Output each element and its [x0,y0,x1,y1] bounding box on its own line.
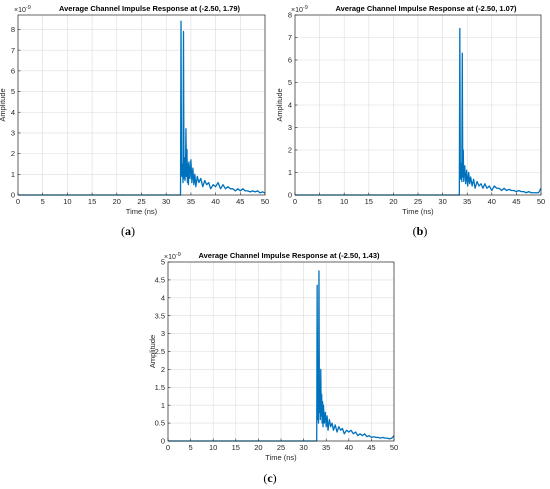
y-exponent-label: ×10-9 [291,5,308,14]
y-exponent-label: ×10-9 [164,252,181,261]
series-line [168,270,395,442]
caption-letter: b [417,224,424,238]
x-tick-label: 0 [293,197,297,206]
x-axis-label: Time (ns) [402,207,434,216]
y-tick-label: 0.5 [155,419,165,428]
y-tick-label: 4 [161,293,165,302]
x-tick-label: 15 [88,197,96,206]
x-tick-label: 50 [261,197,269,206]
x-tick-label: 35 [187,197,195,206]
x-tick-label: 10 [63,197,71,206]
caption-paren: ) [423,224,427,238]
y-axis-label: Amplitude [275,88,284,121]
x-tick-label: 45 [236,197,244,206]
x-tick-label: 15 [232,443,240,452]
x-tick-label: 50 [537,197,545,206]
x-tick-label: 5 [318,197,322,206]
x-tick-label: 30 [162,197,170,206]
x-axis-label: Time (ns) [265,453,297,462]
x-tick-label: 25 [277,443,285,452]
y-tick-label: 1.5 [155,383,165,392]
y-tick-label: 3.5 [155,311,165,320]
y-tick-label: 4.5 [155,276,165,285]
x-tick-label: 10 [340,197,348,206]
exponent-base: ×10 [164,254,176,261]
exponent-power: -9 [176,252,181,258]
caption-letter: c [267,471,273,485]
x-tick-label: 40 [488,197,496,206]
y-tick-label: 7 [288,33,292,42]
y-tick-label: 5 [161,258,165,267]
y-tick-label: 2.5 [155,347,165,356]
y-tick-label: 1 [288,168,292,177]
y-tick-label: 6 [11,66,15,75]
caption-paren: ) [131,224,135,238]
y-tick-label: 0 [11,191,15,200]
x-tick-label: 0 [16,197,20,206]
exponent-base: ×10 [14,7,26,14]
chart-panel-c: 0 5 10 15 20 25 30 35 40 45 50 0 0.5 1 1.5 2 2.5 3 3.5 4 4.5… [148,251,398,485]
x-tick-label: 20 [113,197,121,206]
y-tick-label: 2 [161,365,165,374]
chart-title: Average Channel Impulse Response at (-2.… [335,4,517,13]
x-tick-label: 50 [390,443,398,452]
y-tick-label: 8 [11,25,15,34]
x-tick-label: 20 [389,197,397,206]
y-tick-label: 1 [161,401,165,410]
y-exponent-label: ×10-9 [14,5,31,14]
exponent-power: -9 [303,5,308,11]
x-tick-label: 45 [512,197,520,206]
x-tick-label: 40 [211,197,219,206]
x-tick-label: 35 [463,197,471,206]
y-tick-label: 4 [288,101,292,110]
x-tick-label: 30 [299,443,307,452]
y-axis-label: Amplitude [148,335,157,368]
x-tick-label: 15 [365,197,373,206]
y-tick-label: 5 [288,78,292,87]
x-tick-label: 25 [414,197,422,206]
x-tick-label: 30 [438,197,446,206]
y-tick-label: 1 [11,170,15,179]
chart-title: Average Channel Impulse Response at (-2.… [198,251,380,260]
caption-letter: a [125,224,131,238]
y-tick-label: 3 [288,123,292,132]
y-tick-label: 7 [11,46,15,55]
y-axis-label: Amplitude [0,88,7,121]
caption-paren: ( [263,471,267,485]
x-tick-label: 35 [322,443,330,452]
caption-paren: ( [121,224,125,238]
y-tick-label: 5 [11,87,15,96]
x-tick-label: 10 [209,443,217,452]
y-tick-label: 6 [288,56,292,65]
caption-paren: ) [273,471,277,485]
x-tick-label: 40 [345,443,353,452]
panel-caption: (b) [413,224,428,238]
x-tick-label: 5 [189,443,193,452]
series-line [18,20,266,196]
y-tick-label: 0 [288,191,292,200]
x-tick-label: 5 [41,197,45,206]
y-tick-label: 3 [161,329,165,338]
x-tick-label: 0 [166,443,170,452]
exponent-power: -9 [26,5,31,11]
panel-caption: (a) [121,224,135,238]
chart-title: Average Channel Impulse Response at (-2.… [59,4,241,13]
x-tick-label: 45 [367,443,375,452]
x-tick-label: 20 [254,443,262,452]
exponent-base: ×10 [291,7,303,14]
y-tick-label: 2 [288,146,292,155]
y-tick-label: 0 [161,437,165,446]
caption-paren: ( [413,224,417,238]
series-line [295,27,542,196]
panel-caption: (c) [263,471,276,485]
x-axis-label: Time (ns) [126,207,158,216]
y-tick-label: 3 [11,129,15,138]
y-tick-label: 8 [288,11,292,20]
x-tick-label: 25 [137,197,145,206]
y-tick-label: 2 [11,149,15,158]
y-tick-label: 4 [11,108,15,117]
